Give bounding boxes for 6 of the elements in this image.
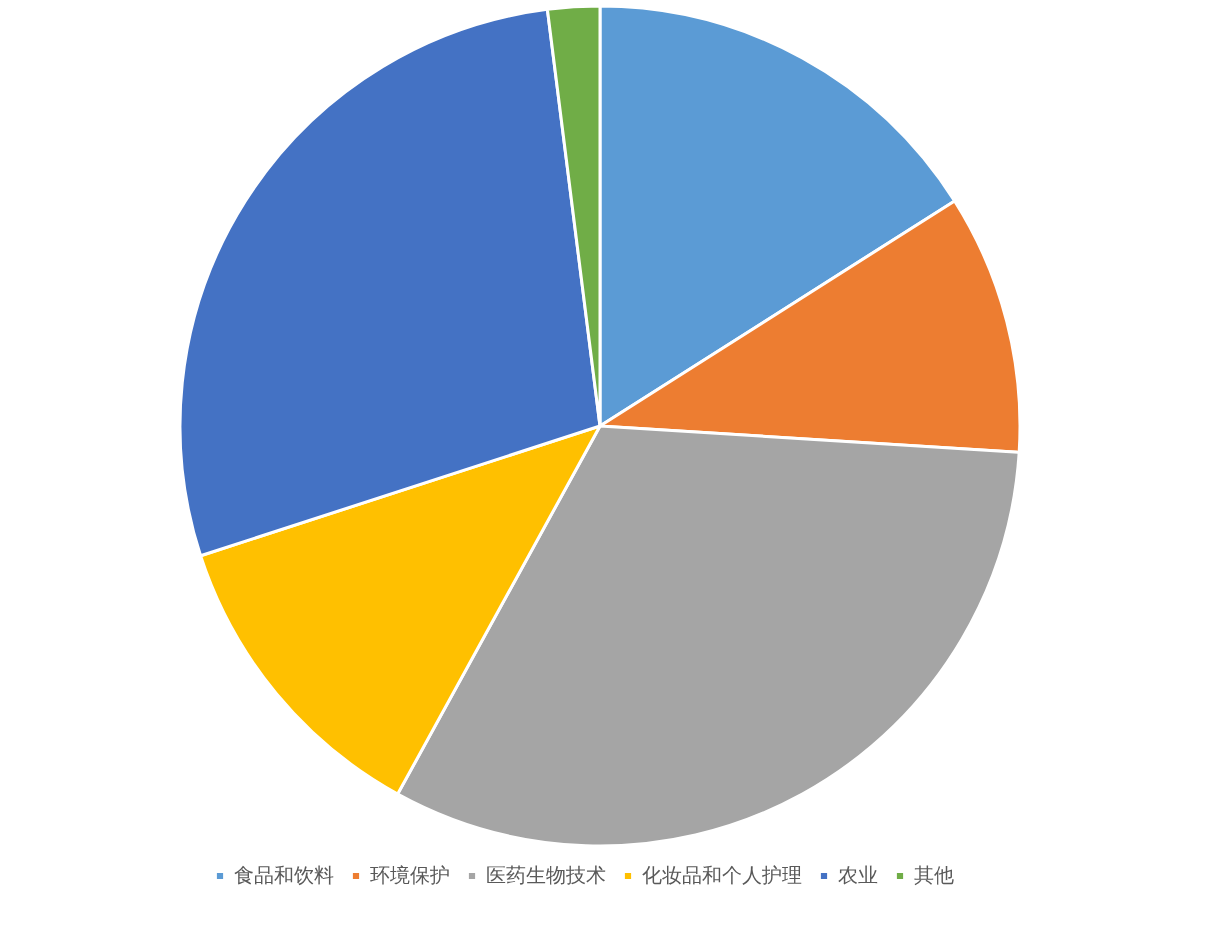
legend-label: 食品和饮料 xyxy=(234,863,334,887)
legend-label: 环境保护 xyxy=(370,863,450,887)
legend-label: 农业 xyxy=(838,863,878,887)
legend-label: 其他 xyxy=(914,863,954,887)
legend-label: 医药生物技术 xyxy=(486,863,606,887)
legend-label: 化妆品和个人护理 xyxy=(642,863,802,887)
